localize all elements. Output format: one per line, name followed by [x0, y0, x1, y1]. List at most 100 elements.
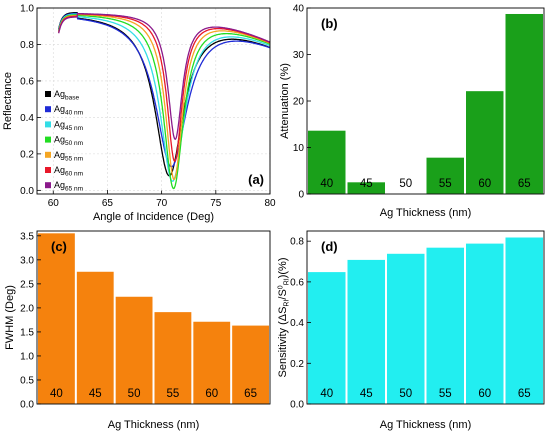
- bar-category-label: 40: [50, 388, 63, 400]
- y-tick-label: 0.6: [290, 277, 304, 288]
- bar-65: [504, 236, 544, 405]
- bar-category-label: 45: [89, 388, 102, 400]
- legend-swatch: [45, 136, 51, 143]
- y-tick-label: 0.2: [20, 149, 34, 160]
- y-tick-label: 40: [293, 4, 305, 15]
- frame-b: [306, 7, 545, 195]
- legend-a: Agbase Ag40 nm Ag45 nm Ag50 nm Ag55 nm Ag60 n…: [45, 89, 83, 193]
- x-axis-title: Ag Thickness (nm): [108, 419, 200, 431]
- y-tick-label: 1.5: [20, 327, 34, 338]
- y-axis-title: FWHM (Deg): [4, 285, 16, 350]
- legend-label: Ag60 nm: [54, 165, 83, 178]
- bar-50: [114, 295, 154, 405]
- bar-55: [425, 156, 465, 195]
- bar-category-label: 40: [320, 178, 333, 190]
- x-tick-label: 65: [102, 198, 114, 209]
- legend-label: Ag65 nm: [54, 180, 83, 193]
- y-tick-label: 1.0: [20, 351, 34, 362]
- reflectance-curve-50nm: [58, 14, 271, 190]
- bar-40: [37, 232, 76, 405]
- y-tick-label: 0.8: [290, 237, 304, 248]
- y-tick-label: 0.8: [20, 40, 34, 51]
- panel-a: 60 65 70 75 80 0.0 0.2 0.4 0.6 0.8 1.0 Agbase Ag40 n…: [2, 4, 276, 224]
- legend-label: Ag45 nm: [54, 119, 83, 131]
- bar-category-label: 50: [399, 178, 412, 190]
- reflectance-curve-65nm: [58, 12, 271, 141]
- reflectance-curve-45nm: [58, 13, 271, 182]
- y-axis-title: Attenuation (%): [279, 63, 291, 139]
- y-axis-title: Reflectance: [2, 72, 14, 130]
- bar-65: [504, 13, 544, 195]
- bar-category-label: 55: [439, 178, 452, 190]
- legend-label: Agbase: [54, 89, 79, 102]
- bar-60: [192, 320, 231, 405]
- x-tick-label: 70: [156, 198, 168, 209]
- bar-55: [153, 311, 193, 405]
- legend-swatch: [45, 151, 51, 158]
- bar-category-label: 50: [128, 388, 141, 400]
- frame-d: [306, 230, 545, 405]
- legend-swatch: [45, 91, 51, 97]
- x-tick-label: 80: [264, 198, 276, 209]
- x-axis-title: Ag Thickness (nm): [380, 419, 472, 431]
- y-tick-label: 3.0: [20, 255, 34, 266]
- x-axis-title: Angle of Incidence (Deg): [93, 211, 214, 223]
- panel-b: 40 45 50 55 60 65 0 10 20 30 40 (b) Ag Thickness (nm…: [279, 4, 545, 219]
- y-tick-label: 0.4: [290, 318, 304, 329]
- y-axis-title: Sensitivity (ΔSRI/S0RI)(%): [277, 257, 291, 377]
- x-tick-label: 60: [48, 198, 60, 209]
- legend-label: Ag55 nm: [54, 150, 83, 163]
- y-tick-label: 0.0: [20, 186, 34, 197]
- y-tick-label: 10: [293, 143, 305, 154]
- y-tick-label: 2.5: [20, 279, 34, 290]
- plot-area-d: [307, 231, 544, 404]
- bar-60: [465, 242, 505, 405]
- panel-tag: (d): [321, 239, 338, 254]
- bar-category-label: 65: [518, 388, 531, 400]
- panel-tag: (a): [248, 172, 264, 187]
- y-tick-label: 0.2: [290, 359, 304, 370]
- y-tick-label: 0.0: [290, 400, 304, 411]
- bar-60: [465, 90, 505, 195]
- panel-tag: (c): [51, 239, 67, 254]
- bar-category-label: 60: [205, 388, 218, 400]
- bar-55: [425, 246, 465, 405]
- legend-swatch: [45, 121, 51, 128]
- bar-category-label: 65: [518, 178, 531, 190]
- legend-label: Ag40 nm: [54, 104, 83, 117]
- legend-swatch: [45, 182, 51, 189]
- y-tick-label: 0.5: [20, 375, 34, 386]
- y-tick-label: 0.4: [20, 113, 34, 124]
- bar-65: [231, 324, 270, 405]
- y-tick-label: 1.0: [20, 4, 34, 15]
- y-tick-label: 0.6: [20, 76, 34, 87]
- y-tick-label: 0: [298, 190, 304, 201]
- panel-d: 40 45 50 55 60 65 0.0 0.2 0.4 0.6 0.8 (d) Ag Thickne…: [277, 230, 545, 431]
- frame-c: [36, 230, 271, 405]
- reflectance-curve-55nm: [58, 13, 271, 181]
- bar-category-label: 60: [478, 388, 491, 400]
- plot-area-b: [307, 8, 544, 194]
- y-tick-label: 20: [293, 97, 305, 108]
- legend-label: Ag50 nm: [54, 135, 83, 148]
- y-tick-label: 2.0: [20, 303, 34, 314]
- bar-category-label: 65: [244, 388, 257, 400]
- bar-category-label: 45: [360, 178, 373, 190]
- bar-category-label: 40: [320, 388, 333, 400]
- x-axis-title: Ag Thickness (nm): [380, 207, 472, 219]
- x-tick-label: 75: [210, 198, 222, 209]
- frame-a: [36, 7, 271, 195]
- bar-category-label: 55: [439, 388, 452, 400]
- panel-tag: (b): [321, 16, 338, 31]
- bar-50: [386, 252, 426, 405]
- plot-area-c: [37, 231, 270, 404]
- reflectance-curve-40nm: [58, 12, 271, 168]
- reflectance-curve-base: [58, 11, 271, 177]
- bar-category-label: 60: [478, 178, 491, 190]
- legend-swatch: [45, 106, 51, 113]
- bar-category-label: 55: [167, 388, 180, 400]
- bar-category-label: 50: [399, 388, 412, 400]
- y-tick-label: 0.0: [20, 400, 34, 411]
- bar-45: [76, 270, 115, 405]
